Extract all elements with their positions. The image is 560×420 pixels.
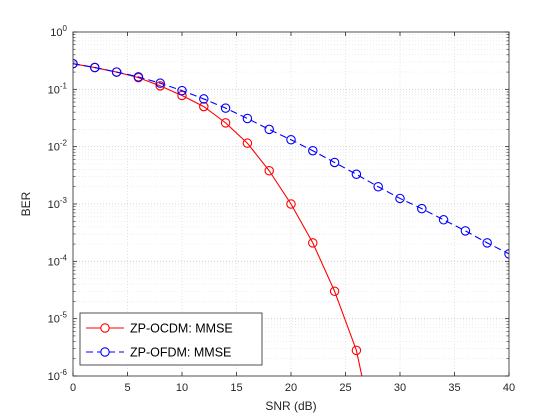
data-point-marker bbox=[133, 72, 144, 82]
data-point-marker bbox=[264, 124, 274, 135]
x-tick-label: 30 bbox=[394, 382, 406, 394]
y-tick-label: 10-4 bbox=[48, 253, 68, 268]
y-tick-label: 100 bbox=[50, 24, 67, 39]
y-tick-label: 10-2 bbox=[48, 139, 68, 154]
legend-marker bbox=[100, 347, 110, 357]
data-point-marker bbox=[242, 138, 253, 148]
legend-label: ZP-OFDM: MMSE bbox=[130, 346, 231, 360]
data-point-marker bbox=[329, 286, 340, 297]
legend: ZP-OCDM: MMSE ZP-OFDM: MMSE bbox=[79, 312, 263, 366]
y-tick-label: 10-5 bbox=[48, 311, 68, 326]
y-tick-label: 10-1 bbox=[48, 81, 68, 96]
data-point-marker bbox=[264, 166, 274, 176]
legend-label: ZP-OCDM: MMSE bbox=[130, 322, 233, 336]
data-point-marker bbox=[177, 85, 187, 96]
data-point-marker bbox=[438, 215, 449, 225]
data-point-marker bbox=[199, 101, 209, 112]
y-axis-label: BER bbox=[19, 191, 33, 216]
data-point-marker bbox=[111, 67, 122, 77]
data-point-marker bbox=[395, 193, 405, 204]
series-line bbox=[73, 63, 363, 376]
data-point-marker bbox=[417, 203, 427, 214]
data-point-marker bbox=[308, 145, 318, 156]
data-point-marker bbox=[482, 238, 492, 248]
data-point-marker bbox=[155, 78, 165, 88]
data-point-marker bbox=[460, 226, 471, 236]
series-2 bbox=[73, 58, 509, 259]
data-point-marker bbox=[373, 181, 383, 192]
series-layer bbox=[73, 58, 509, 376]
x-axis-label: SNR (dB) bbox=[265, 399, 316, 413]
data-point-marker bbox=[155, 81, 165, 91]
data-point-marker bbox=[199, 94, 209, 104]
x-tick-label: 40 bbox=[503, 382, 515, 394]
data-point-marker bbox=[329, 157, 340, 168]
data-point-marker bbox=[286, 135, 296, 145]
data-point-marker bbox=[308, 238, 318, 248]
x-tick-label: 10 bbox=[176, 382, 188, 394]
y-tick-label: 10-3 bbox=[48, 196, 68, 211]
data-point-marker bbox=[351, 345, 362, 356]
data-point-marker bbox=[286, 199, 296, 209]
x-tick-label: 5 bbox=[124, 382, 130, 394]
x-tick-label: 25 bbox=[339, 382, 351, 394]
x-tick-label: 35 bbox=[448, 382, 460, 394]
legend-marker bbox=[100, 323, 110, 333]
series-line bbox=[73, 63, 509, 255]
data-point-marker bbox=[242, 113, 253, 124]
x-tick-label: 15 bbox=[230, 382, 242, 394]
data-point-marker bbox=[90, 62, 100, 73]
ticks: 0 5 10 15 20 25 30 35 40 10-6 10-5 10-4 10-3 10-2 10-1… bbox=[48, 24, 516, 394]
data-point-marker bbox=[177, 90, 187, 101]
legend-box bbox=[79, 312, 263, 366]
data-point-marker bbox=[220, 103, 231, 113]
data-point-marker bbox=[220, 118, 231, 128]
x-tick-label: 0 bbox=[70, 382, 76, 394]
data-point-marker bbox=[351, 169, 362, 180]
y-tick-label: 10-6 bbox=[48, 368, 68, 383]
x-tick-label: 20 bbox=[285, 382, 297, 394]
